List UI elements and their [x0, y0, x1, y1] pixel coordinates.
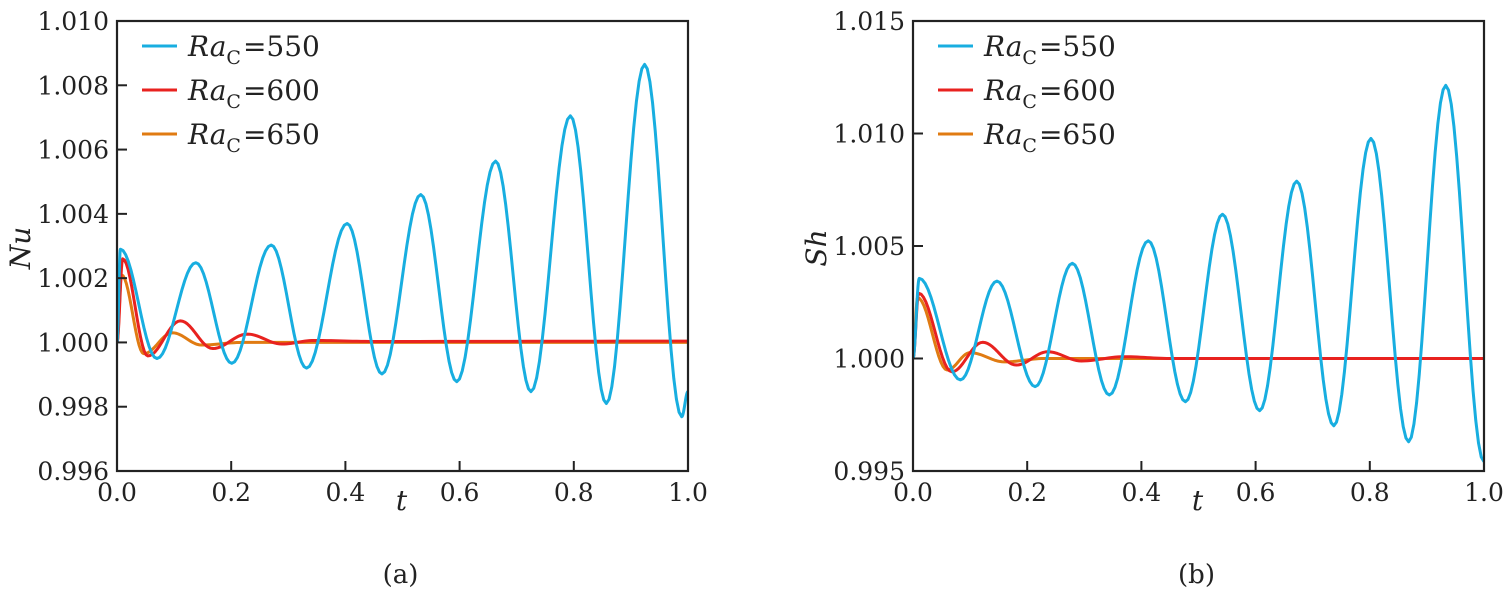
- y-tick-label: 1.010: [833, 120, 905, 149]
- legend-label-sub: C: [226, 91, 241, 113]
- legend-label-sub: C: [1022, 91, 1037, 113]
- y-axis-label: Sh: [800, 229, 833, 266]
- legend-label-main: Ra: [187, 30, 226, 63]
- legend-label-main: Ra: [983, 74, 1022, 107]
- y-tick-label: 1.005: [833, 232, 905, 261]
- x-tick-label: 0.2: [1007, 478, 1047, 507]
- legend-label-value: =600: [243, 74, 320, 107]
- series-line-ra-c-600: [913, 291, 1484, 374]
- legend-label-main: Ra: [187, 118, 226, 151]
- y-tick-label: 1.002: [37, 264, 109, 293]
- y-tick-label: 0.998: [37, 393, 109, 422]
- x-tick-label: 0.4: [1122, 478, 1162, 507]
- legend-label-value: =550: [243, 30, 320, 63]
- x-tick-label: 1.0: [668, 478, 708, 507]
- plot-frame: [115, 19, 690, 473]
- legend-label-sub: C: [226, 135, 241, 157]
- legend-label-sub: C: [1022, 47, 1037, 69]
- subplot-a: 0.0 0.2 0.4 0.6 0.8 1.0 0.996 0.998 1.000 1.002 1.…: [4, 7, 708, 590]
- x-axis-label: t: [1192, 484, 1204, 517]
- legend-label-main: Ra: [983, 30, 1022, 63]
- x-tick-label: 0.6: [440, 478, 480, 507]
- y-tick-label: 1.000: [37, 328, 109, 357]
- legend-label-value: =550: [1039, 30, 1116, 63]
- legend-label: RaC=550: [187, 30, 320, 69]
- y-tick-label: 1.000: [833, 345, 905, 374]
- y-tick-label: 1.015: [833, 7, 905, 36]
- legend-label: RaC=600: [187, 74, 320, 113]
- legend-label: RaC=650: [187, 118, 320, 157]
- x-tick-label: 1.0: [1464, 478, 1504, 507]
- x-tick-label: 0.8: [1350, 478, 1390, 507]
- legend-label-value: =650: [243, 118, 320, 151]
- series-line-ra-c-550: [117, 62, 688, 419]
- y-tick-label: 0.996: [37, 457, 109, 486]
- series-line-ra-c-600: [117, 257, 688, 358]
- legend-label-sub: C: [226, 47, 241, 69]
- y-tick-label: 1.010: [37, 7, 109, 36]
- y-axis-label: Nu: [4, 227, 37, 271]
- legend-label: RaC=650: [983, 118, 1116, 157]
- legend-label: RaC=550: [983, 30, 1116, 69]
- legend-label-value: =600: [1039, 74, 1116, 107]
- x-tick-label: 0.4: [326, 478, 366, 507]
- legend-label-sub: C: [1022, 135, 1037, 157]
- y-tick-label: 1.008: [37, 71, 109, 100]
- series-line-ra-c-550: [913, 83, 1484, 463]
- x-tick-label: 0.6: [1236, 478, 1276, 507]
- subplot-b: 0.0 0.2 0.4 0.6 0.8 1.0 0.995 1.000 1.005 1.010 1.…: [800, 7, 1504, 590]
- subplot-caption: (b): [1178, 560, 1215, 590]
- legend-label-value: =650: [1039, 118, 1116, 151]
- x-axis-label: t: [396, 484, 408, 517]
- x-tick-label: 0.8: [554, 478, 594, 507]
- x-tick-label: 0.0: [97, 478, 137, 507]
- x-tick-label: 0.0: [893, 478, 933, 507]
- x-tick-label: 0.2: [211, 478, 251, 507]
- y-tick-label: 1.004: [37, 200, 109, 229]
- subplot-caption: (a): [383, 560, 419, 590]
- legend-label: RaC=600: [983, 74, 1116, 113]
- y-tick-label: 1.006: [37, 136, 109, 165]
- y-tick-label: 0.995: [833, 457, 905, 486]
- legend-label-main: Ra: [983, 118, 1022, 151]
- legend-label-main: Ra: [187, 74, 226, 107]
